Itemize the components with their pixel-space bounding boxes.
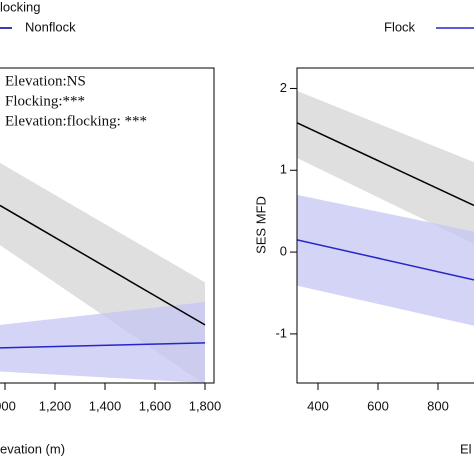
plot-frame bbox=[296, 67, 474, 384]
x-tick-label: 400 bbox=[307, 398, 329, 413]
y-tick-label: -1 bbox=[275, 325, 287, 340]
x-tick-label: 800 bbox=[427, 398, 449, 413]
x-tick-label: 1,200 bbox=[39, 398, 72, 413]
x-tick-label: 600 bbox=[367, 398, 389, 413]
x-axis-label: El bbox=[460, 441, 472, 456]
legend-title: locking bbox=[0, 0, 40, 14]
legend-label: Nonflock bbox=[25, 19, 76, 34]
y-tick-label: 1 bbox=[280, 162, 287, 177]
confidence-band bbox=[297, 90, 474, 244]
x-tick-label: 000 bbox=[0, 398, 16, 413]
annotation: Elevation:flocking: *** bbox=[5, 113, 147, 129]
series-line bbox=[0, 342, 206, 349]
series-line bbox=[0, 204, 206, 326]
x-tick-label: 1,600 bbox=[139, 398, 172, 413]
y-axis-label: SES MFD bbox=[253, 196, 268, 254]
annotation: Elevation:NS bbox=[5, 73, 86, 89]
x-tick-label: 1,800 bbox=[189, 398, 222, 413]
confidence-band bbox=[0, 302, 205, 383]
y-tick-label: 0 bbox=[280, 244, 287, 259]
x-tick-label: 1,400 bbox=[89, 398, 122, 413]
series-line bbox=[297, 239, 474, 281]
legend-label: Flock bbox=[384, 19, 416, 34]
annotation: Flocking:*** bbox=[5, 93, 85, 109]
x-axis-label: evation (m) bbox=[0, 441, 65, 456]
plot-frame bbox=[0, 67, 215, 384]
series-line bbox=[297, 122, 474, 207]
y-tick-label: 2 bbox=[280, 80, 287, 95]
